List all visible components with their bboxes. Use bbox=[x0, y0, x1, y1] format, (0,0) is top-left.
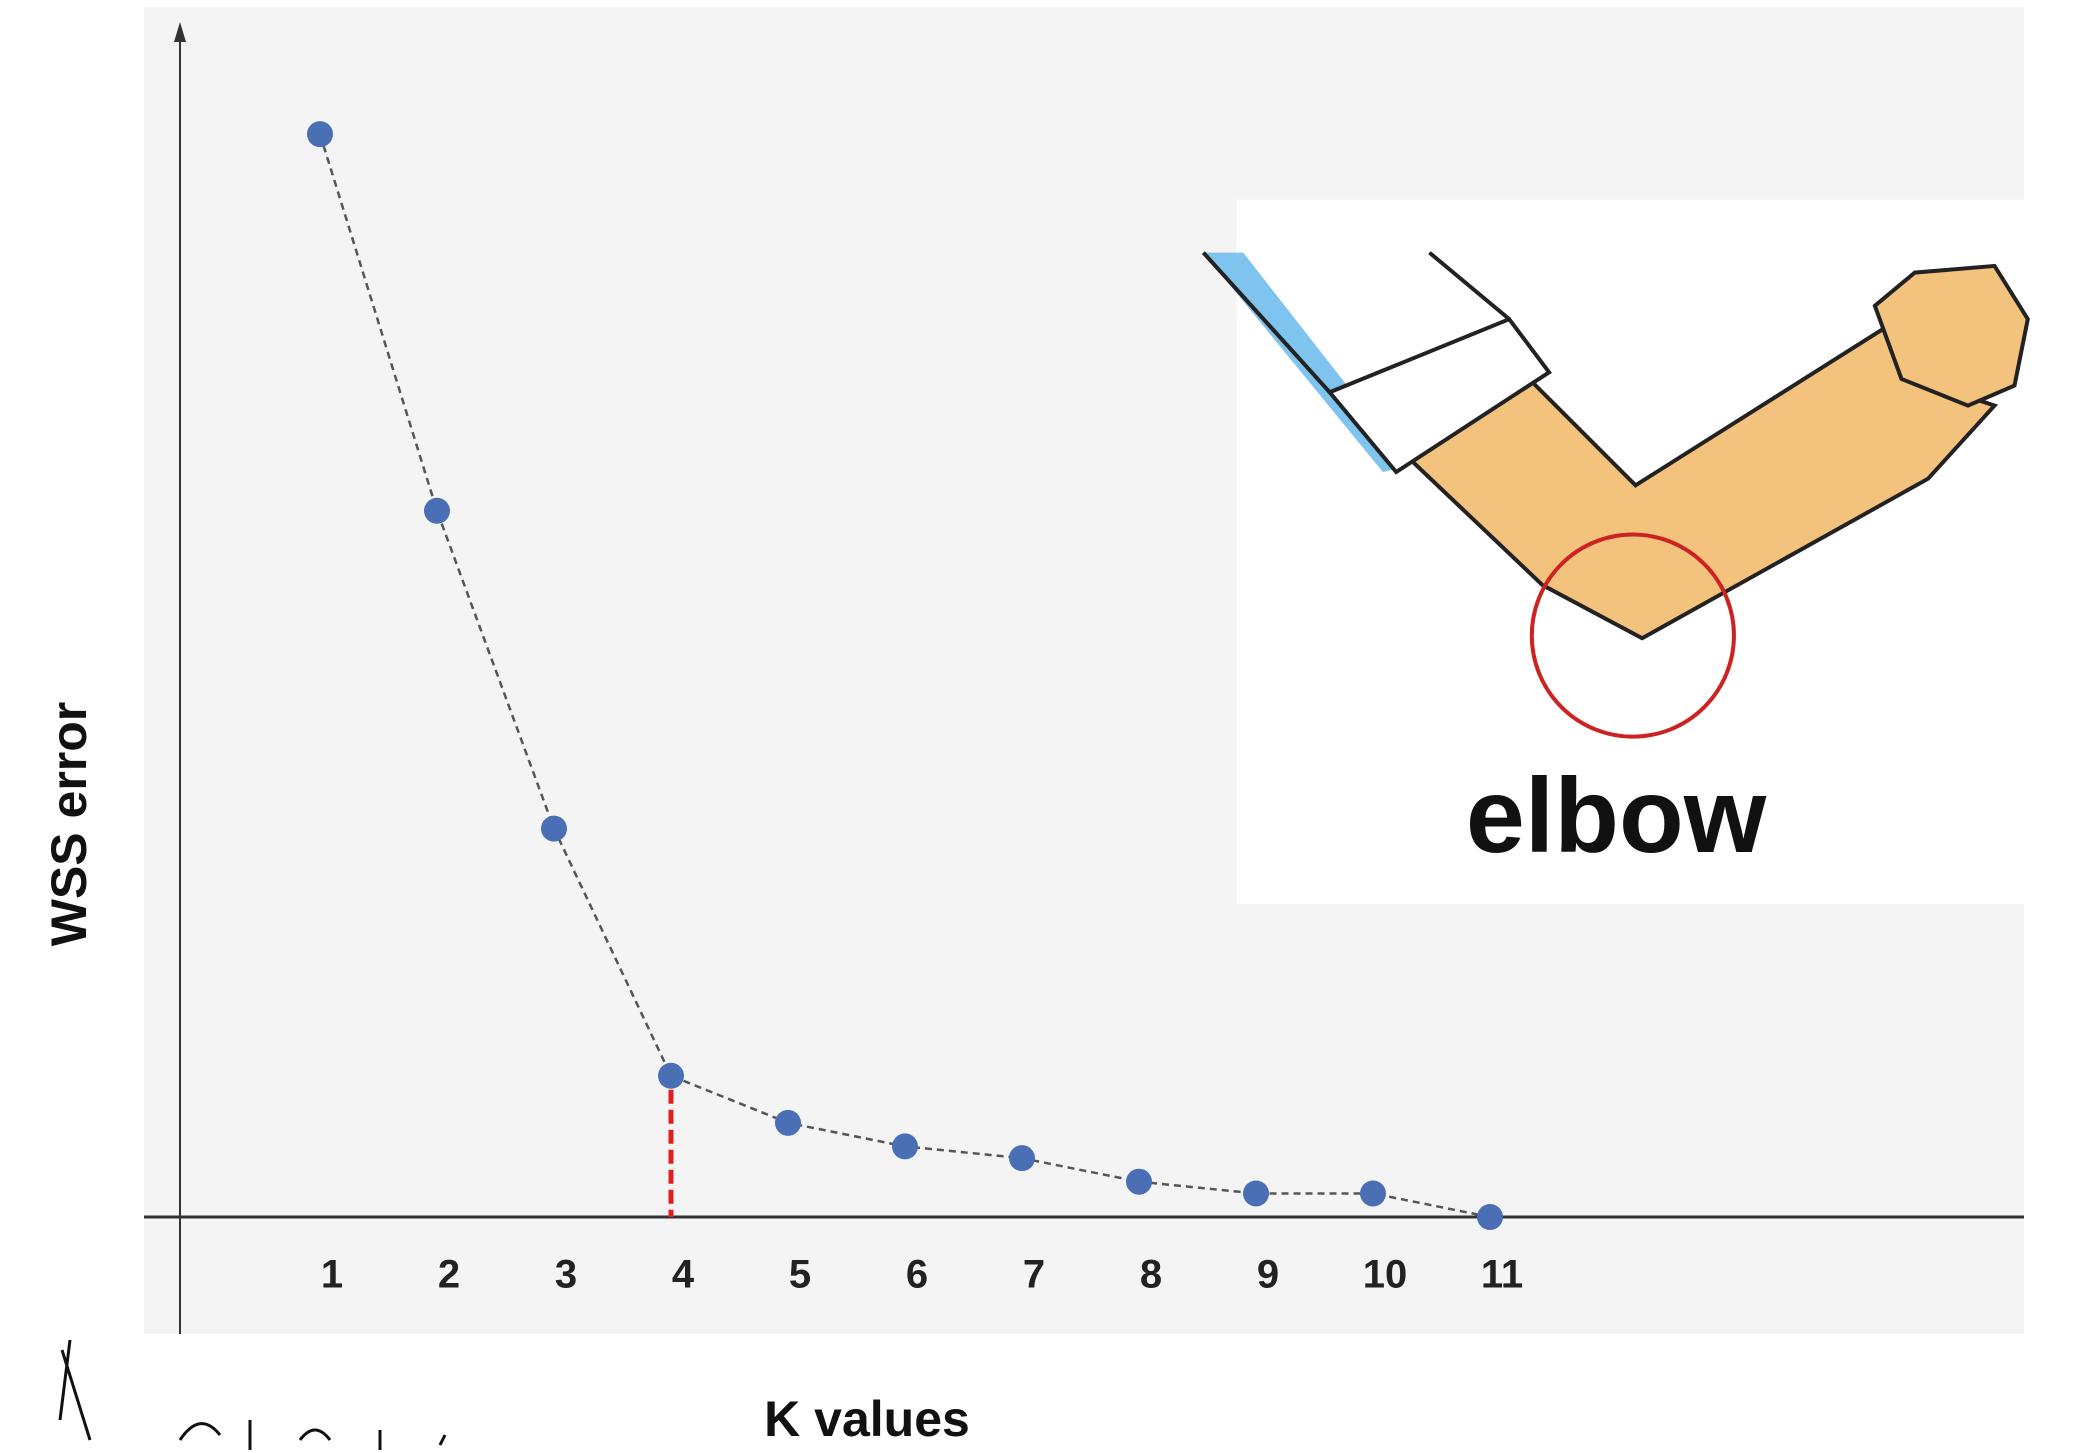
point bbox=[307, 121, 333, 147]
chart: elbow WSS error K values 1 2 3 4 5 6 7 8 9 10 11 bbox=[0, 0, 2085, 1453]
point bbox=[775, 1110, 801, 1136]
x-tick-label: 11 bbox=[1481, 1253, 1523, 1297]
point bbox=[1243, 1180, 1269, 1206]
point bbox=[892, 1133, 918, 1159]
point bbox=[424, 498, 450, 524]
x-axis-label: K values bbox=[764, 1391, 970, 1447]
x-tick-label: 3 bbox=[555, 1253, 577, 1297]
point bbox=[658, 1063, 684, 1089]
point bbox=[1477, 1204, 1503, 1230]
point bbox=[1126, 1169, 1152, 1195]
x-tick-label: 9 bbox=[1257, 1253, 1279, 1297]
x-tick-label: 2 bbox=[438, 1253, 460, 1297]
x-tick-label: 8 bbox=[1140, 1253, 1162, 1297]
y-axis-label: WSS error bbox=[41, 702, 97, 947]
x-tick-label: 7 bbox=[1023, 1253, 1045, 1297]
page: elbow WSS error K values 1234567891011 (… bbox=[0, 0, 2085, 1453]
annotation: elbow bbox=[1466, 757, 1767, 875]
x-tick-label: 10 bbox=[1363, 1253, 1408, 1297]
x-tick-label: 5 bbox=[789, 1253, 811, 1297]
x-tick-label: 4 bbox=[672, 1253, 695, 1297]
point bbox=[1009, 1145, 1035, 1171]
point bbox=[1360, 1180, 1386, 1206]
point bbox=[541, 816, 567, 842]
x-tick-label: 1 bbox=[321, 1253, 343, 1297]
handwriting bbox=[60, 1340, 445, 1450]
x-tick-label: 6 bbox=[906, 1253, 928, 1297]
